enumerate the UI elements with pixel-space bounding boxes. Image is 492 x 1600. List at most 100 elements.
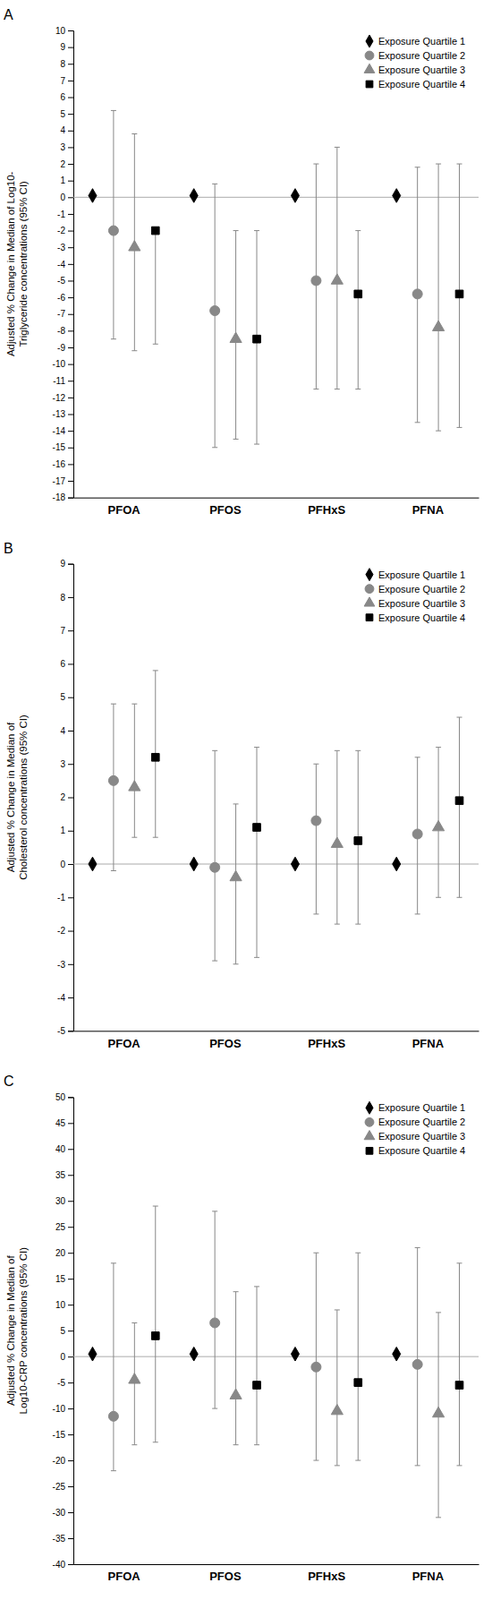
legend-symbol — [364, 584, 374, 594]
y-tick-label: -10 — [52, 358, 67, 369]
error-bar — [152, 1204, 159, 1442]
error-bar — [233, 803, 239, 964]
x-tick: PFOS — [209, 1035, 242, 1050]
error-bar — [334, 146, 340, 389]
y-tick-label: 40 — [55, 1143, 67, 1154]
error-cap-low — [457, 896, 463, 898]
y-tick-label: 4 — [59, 125, 66, 136]
y-tick: 0 — [59, 192, 74, 203]
y-tick-mark — [67, 279, 74, 281]
error-bar — [131, 1321, 137, 1443]
y-tick: 15 — [55, 1272, 74, 1283]
y-tick-label: -8 — [57, 325, 66, 336]
y-tick-mark — [67, 1536, 74, 1538]
x-tick: PFNA — [412, 1568, 445, 1582]
y-tick-mark — [67, 97, 74, 99]
point — [354, 289, 363, 298]
y-tick-mark — [67, 230, 74, 232]
error-bar — [110, 1262, 117, 1470]
legend-item: Exposure Quartile 3 — [364, 1129, 466, 1142]
error-cap-high — [355, 229, 361, 231]
y-axis: 109876543210-1-2-3-4-5-6-7-8-9-10-11-12-… — [52, 25, 75, 503]
y-tick: -12 — [52, 392, 74, 403]
y-tick-mark — [67, 1459, 74, 1460]
error-cap-high — [131, 703, 137, 705]
y-tick: 1 — [59, 175, 74, 186]
legend-item: Exposure Quartile 4 — [365, 78, 466, 90]
y-tick-mark — [67, 347, 74, 348]
y-tick: -16 — [52, 458, 74, 469]
y-tick-mark — [67, 1095, 74, 1097]
y-tick: -2 — [57, 225, 74, 236]
error-bar — [110, 703, 117, 870]
y-tick-mark — [67, 830, 74, 832]
y-tick-mark — [67, 246, 74, 248]
y-tick-mark — [67, 930, 74, 932]
point — [229, 331, 242, 342]
error-bar-line — [315, 763, 317, 914]
y-tick: 9 — [59, 42, 74, 52]
point — [108, 774, 119, 785]
error-cap-high — [457, 1261, 463, 1263]
y-tick-label: 45 — [55, 1117, 67, 1128]
error-cap-low — [212, 446, 218, 448]
x-tick-label: PFOA — [108, 1035, 142, 1050]
y-tick-label: 15 — [55, 1272, 67, 1283]
y-tick-label: 6 — [59, 658, 66, 669]
error-cap-high — [152, 1204, 159, 1206]
point — [290, 188, 299, 204]
y-tick-label: 5 — [59, 691, 66, 702]
error-bar — [355, 1251, 361, 1460]
legend-item: Exposure Quartile 1 — [365, 568, 466, 581]
y-tick-label: -20 — [52, 1454, 67, 1465]
error-bar-line — [235, 803, 237, 964]
error-cap-low — [110, 869, 117, 871]
error-cap-low — [212, 959, 218, 961]
y-tick: -5 — [57, 275, 74, 286]
legend-label: Exposure Quartile 2 — [378, 1115, 466, 1127]
y-tick-label: 1 — [59, 175, 66, 186]
y-tick: 35 — [55, 1169, 74, 1180]
series — [128, 134, 445, 440]
y-tick: -35 — [52, 1532, 74, 1543]
error-cap-low — [457, 426, 463, 428]
y-tick: 8 — [59, 592, 74, 603]
error-bar — [212, 1210, 218, 1408]
x-tick-label: PFNA — [412, 1568, 445, 1582]
error-cap-low — [313, 388, 319, 390]
error-bar — [457, 716, 463, 897]
legend-label: Exposure Quartile 2 — [378, 583, 466, 594]
point — [210, 1316, 221, 1327]
y-axis-title: Adjusted % Change in Median ofCholestero… — [5, 713, 29, 880]
y-tick: -3 — [57, 958, 74, 969]
error-cap-low — [233, 1442, 239, 1444]
point — [455, 1380, 464, 1389]
y-tick-label: -3 — [57, 958, 66, 969]
y-tick-label: -15 — [52, 1428, 67, 1439]
error-cap-high — [212, 749, 218, 751]
error-cap-low — [152, 343, 159, 345]
y-tick-mark — [67, 447, 74, 449]
y-tick: 0 — [59, 858, 74, 869]
legend-label: Exposure Quartile 3 — [378, 1129, 466, 1141]
y-tick-label: 3 — [59, 142, 66, 153]
point — [330, 836, 343, 847]
y-tick: -5 — [57, 1025, 74, 1035]
x-tick: PFOS — [209, 1568, 242, 1582]
point — [455, 289, 464, 298]
legend-symbol — [365, 1100, 374, 1113]
error-cap-high — [435, 163, 442, 165]
y-axis: 50454035302520151050-5-10-15-20-25-30-35… — [52, 1091, 75, 1569]
legend-item: Exposure Quartile 4 — [365, 1144, 466, 1155]
point — [253, 1380, 262, 1389]
y-tick-mark — [67, 1484, 74, 1486]
error-bar — [131, 703, 137, 837]
error-cap-low — [131, 836, 137, 838]
error-bar-line — [112, 110, 114, 339]
point — [229, 1387, 242, 1398]
y-tick-label: -1 — [57, 891, 66, 902]
error-bar-line — [336, 146, 338, 389]
y-tick-label: 0 — [59, 192, 66, 203]
y-tick: 8 — [59, 59, 74, 69]
legend: Exposure Quartile 1Exposure Quartile 2Ex… — [364, 1100, 466, 1155]
